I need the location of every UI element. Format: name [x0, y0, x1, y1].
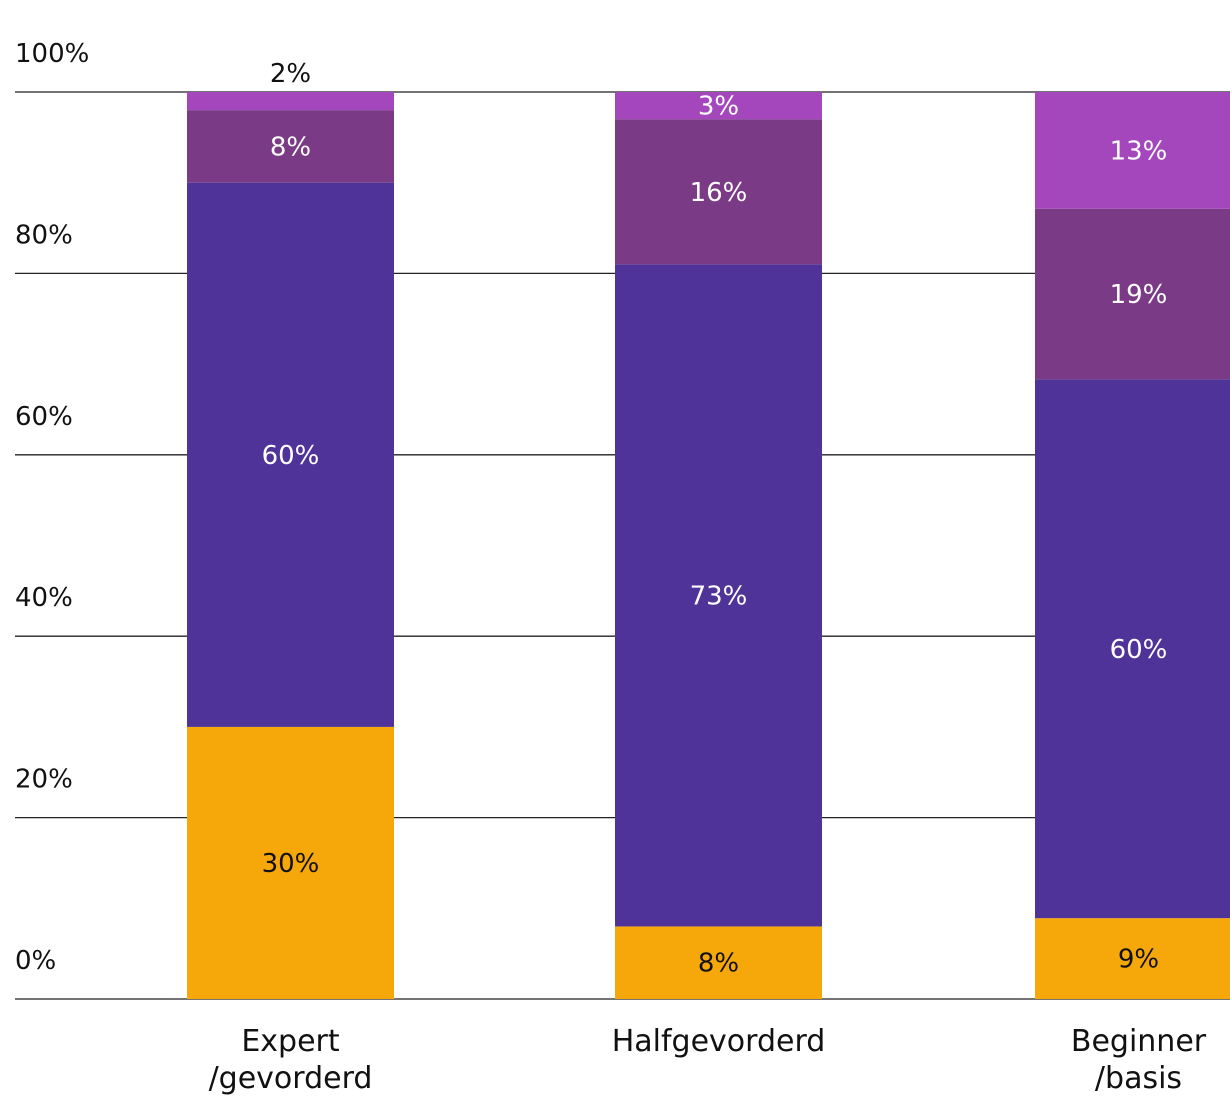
bar-segment	[187, 110, 394, 183]
category-label: Expert/gevorderd	[209, 1024, 373, 1096]
data-label: 8%	[270, 132, 311, 162]
category-label-line: /gevorderd	[209, 1061, 373, 1096]
y-tick-label: 80%	[15, 220, 73, 250]
data-label: 8%	[698, 949, 739, 979]
y-tick-label: 0%	[15, 946, 56, 976]
bar-segment	[615, 119, 822, 265]
y-axis-tick-labels: 0% 20% 40% 60% 80% 100%	[15, 39, 89, 976]
bar-segment	[1035, 208, 1230, 380]
data-label: 60%	[262, 441, 320, 471]
bar-segment	[1035, 918, 1230, 999]
category-label-line: Halfgevorderd	[612, 1024, 826, 1059]
y-tick-label: 60%	[15, 402, 73, 432]
bar-segment	[615, 92, 822, 120]
category-label-line: Expert	[241, 1024, 340, 1059]
y-tick-label: 20%	[15, 765, 73, 795]
data-label: 2%	[270, 59, 311, 89]
bar-segment	[187, 182, 394, 727]
data-label: 13%	[1110, 136, 1168, 166]
data-label: 3%	[698, 92, 739, 122]
category-label-line: Beginner	[1071, 1024, 1207, 1059]
data-label: 30%	[262, 849, 320, 879]
category-label: Beginner/basis	[1071, 1024, 1207, 1096]
bar-segment	[1035, 379, 1230, 919]
y-tick-label: 100%	[15, 39, 89, 69]
bar-segment	[1035, 92, 1230, 209]
category-label: Halfgevorderd	[612, 1024, 826, 1059]
data-label: 19%	[1110, 280, 1168, 310]
data-label: 9%	[1118, 945, 1159, 975]
bars	[187, 92, 1230, 999]
data-label: 60%	[1110, 635, 1168, 665]
category-labels: Expert/gevorderd Halfgevorderd Beginner/ba…	[209, 1024, 1207, 1096]
data-label: 73%	[690, 581, 748, 611]
category-label-line: /basis	[1095, 1061, 1182, 1096]
bar-segment	[187, 92, 394, 111]
data-label: 16%	[690, 178, 748, 208]
y-tick-label: 40%	[15, 583, 73, 613]
bar-segment	[187, 726, 394, 999]
data-labels: 30% 60% 8% 2% 8% 73% 16% 3% 9% 60% 19% 13%	[262, 59, 1168, 979]
bar-segment	[615, 926, 822, 999]
bar-segment	[615, 264, 822, 927]
